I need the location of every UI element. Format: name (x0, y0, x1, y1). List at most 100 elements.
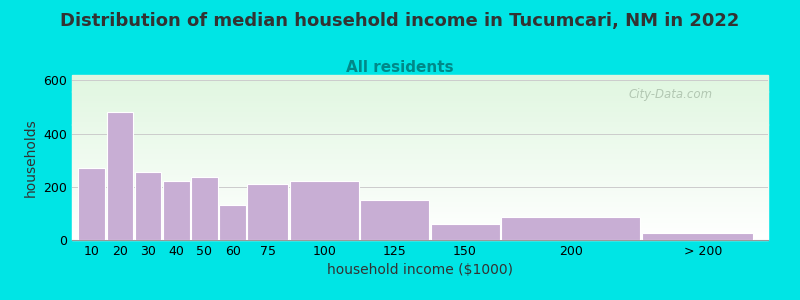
Bar (72, 233, 768, 234)
Bar (72, 196, 768, 197)
Bar (72, 159, 768, 160)
Bar (72, 77, 768, 78)
Bar (72, 104, 768, 105)
Bar (72, 94, 768, 95)
Bar (72, 128, 768, 129)
Bar (72, 162, 768, 163)
Text: Distribution of median household income in Tucumcari, NM in 2022: Distribution of median household income … (60, 12, 740, 30)
Bar (72, 86, 768, 87)
Bar (72, 81, 768, 82)
Bar (72, 168, 768, 169)
Bar (72, 205, 768, 206)
Bar (72, 151, 768, 152)
Bar (72, 80, 768, 81)
Bar (72, 140, 768, 141)
Bar (72, 113, 768, 114)
Bar (72, 149, 768, 150)
Bar (72, 139, 768, 140)
Bar (72, 189, 768, 190)
Bar (72, 174, 768, 175)
Bar (72, 82, 768, 83)
Bar (72, 146, 768, 147)
Bar (72, 100, 768, 101)
Bar (78, 168, 105, 240)
Bar (72, 110, 768, 111)
Bar (72, 232, 768, 233)
Bar (72, 229, 768, 230)
Bar (72, 170, 768, 171)
Bar (642, 233, 754, 240)
Bar (72, 202, 768, 203)
Bar (72, 106, 768, 107)
Bar (72, 181, 768, 182)
Bar (72, 85, 768, 86)
Bar (72, 127, 768, 128)
Bar (72, 198, 768, 199)
Bar (72, 137, 768, 138)
Bar (72, 178, 768, 179)
Bar (72, 90, 768, 91)
Bar (72, 238, 768, 239)
Bar (72, 95, 768, 96)
Bar (72, 114, 768, 115)
Y-axis label: households: households (24, 118, 38, 197)
Bar (72, 83, 768, 84)
Bar (72, 176, 768, 177)
Bar (72, 183, 768, 184)
Bar (72, 138, 768, 139)
Bar (72, 157, 768, 158)
Bar (72, 207, 768, 208)
Bar (72, 165, 768, 166)
Bar (72, 108, 768, 109)
Bar (219, 206, 246, 240)
Bar (72, 117, 768, 118)
Bar (72, 125, 768, 126)
Bar (72, 143, 768, 144)
Bar (72, 105, 768, 106)
Bar (72, 239, 768, 240)
Bar (72, 216, 768, 217)
Bar (72, 209, 768, 210)
Bar (72, 218, 768, 219)
Bar (72, 230, 768, 231)
Bar (72, 152, 768, 153)
Bar (72, 156, 768, 157)
Bar (72, 210, 768, 211)
Bar (72, 154, 768, 155)
Bar (72, 145, 768, 146)
Bar (72, 231, 768, 232)
Bar (72, 118, 768, 119)
Bar (72, 78, 768, 79)
Bar (72, 160, 768, 161)
Bar (72, 87, 768, 88)
Bar (72, 112, 768, 113)
Bar (247, 184, 288, 240)
Bar (72, 184, 768, 185)
Bar (72, 89, 768, 90)
Bar (72, 126, 768, 127)
Bar (72, 142, 768, 143)
Bar (72, 163, 768, 164)
Bar (134, 172, 162, 240)
Bar (72, 197, 768, 198)
Bar (72, 219, 768, 220)
Bar (72, 76, 768, 77)
Bar (72, 227, 768, 228)
Bar (72, 79, 768, 80)
Bar (72, 98, 768, 99)
Bar (72, 147, 768, 148)
Bar (72, 199, 768, 200)
Bar (72, 120, 768, 121)
X-axis label: household income ($1000): household income ($1000) (327, 263, 513, 278)
Bar (72, 203, 768, 204)
Bar (72, 148, 768, 149)
Bar (72, 193, 768, 194)
Bar (72, 101, 768, 102)
Bar (72, 226, 768, 227)
Bar (72, 195, 768, 196)
Bar (72, 182, 768, 183)
Bar (72, 122, 768, 123)
Bar (72, 150, 768, 151)
Bar (72, 234, 768, 235)
Bar (72, 201, 768, 202)
